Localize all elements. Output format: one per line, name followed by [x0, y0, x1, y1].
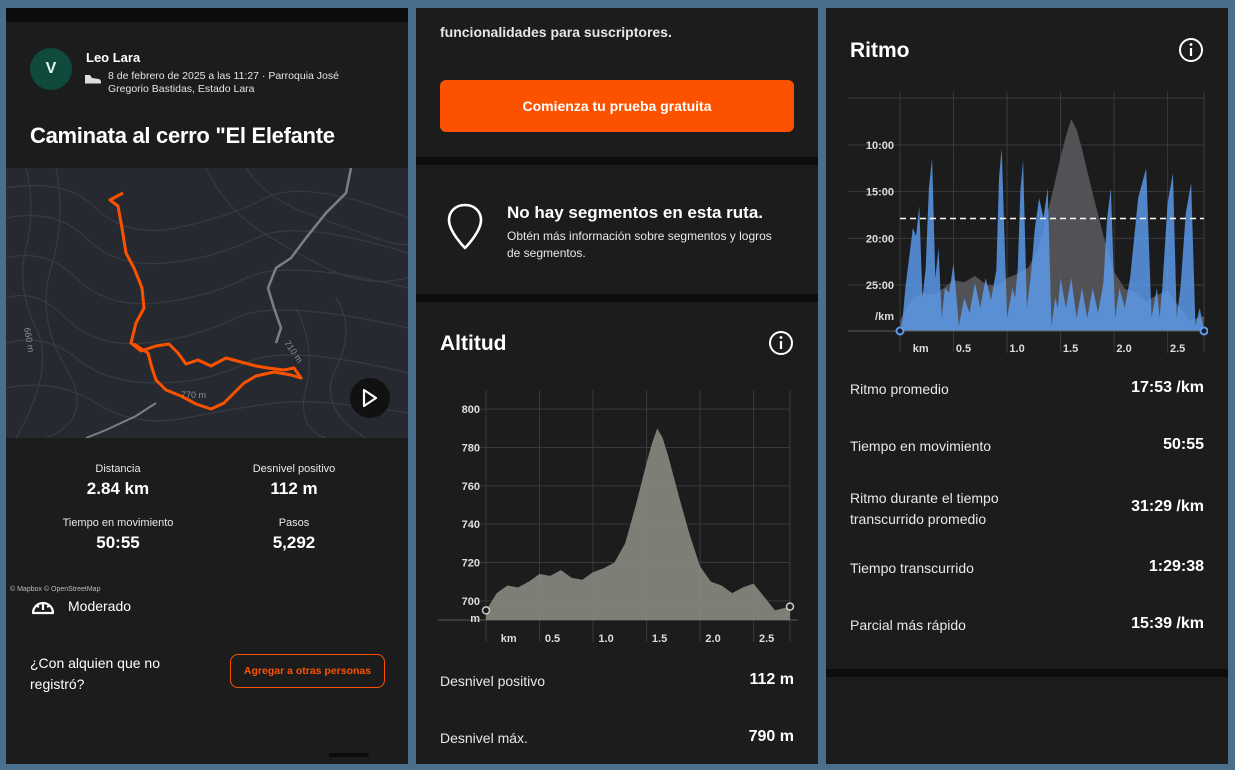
stat-label: Desnivel positivo: [252, 463, 336, 475]
activity-meta: 8 de febrero de 2025 a las 11:27 · Parro…: [108, 70, 339, 95]
stat-label: Pasos: [278, 517, 310, 529]
elevation-chart[interactable]: 800 780 760 740 720 700 m km 0.5 1.0 1.5 2.0 2.5: [438, 382, 798, 642]
difficulty-label: Moderado: [68, 598, 132, 614]
activity-title: Caminata al cerro "El Elefante: [30, 123, 335, 148]
speedometer-icon: [31, 601, 55, 615]
max-elevation-value: 790 m: [748, 728, 794, 745]
y-tick-label: 15:00: [866, 187, 894, 199]
y-unit-label: m: [470, 613, 480, 625]
contour-label: 770 m: [181, 390, 206, 400]
pace-chart[interactable]: 10:00 15:00 20:00 25:00/km km 0.5 1.0 1.5 2.0 2.5: [848, 88, 1208, 358]
fastest-split-value: 15:39 /km: [1131, 615, 1204, 632]
elapsed-time-label: Tiempo transcurrido: [850, 560, 974, 576]
no-segments-title: No hay segmentos en esta ruta.: [507, 203, 764, 222]
elevation-panel: funcionalidades para suscriptores. Comie…: [416, 8, 818, 764]
avatar[interactable]: V: [30, 48, 72, 90]
elevation-title: Altitud: [440, 332, 507, 355]
x-unit-label: km: [913, 343, 929, 355]
contour-label: 660 m: [22, 327, 36, 353]
moving-time-label: Tiempo en movimiento: [850, 438, 992, 454]
y-tick-label: 25:00: [866, 280, 894, 292]
y-tick-label: 780: [462, 443, 480, 455]
contour-label: 710 m: [282, 338, 305, 364]
y-tick-label: 720: [462, 558, 480, 570]
start-marker: [895, 326, 905, 336]
top-bar: [6, 8, 408, 22]
fastest-split-label: Parcial más rápido: [850, 617, 966, 633]
x-tick-label: 1.5: [652, 633, 667, 642]
x-tick-label: 1.0: [1009, 343, 1024, 355]
y-tick-label: 740: [462, 519, 480, 531]
elapsed-time-value: 1:29:38: [1148, 558, 1204, 575]
elapsed-pace-value: 31:29 /km: [1131, 498, 1204, 515]
elevation-silhouette: [900, 119, 1204, 331]
elevation-gain-value: 112 m: [749, 671, 794, 688]
shoe-icon: [85, 75, 101, 84]
map-attribution[interactable]: © Mapbox © OpenStreetMap: [10, 586, 101, 593]
end-marker: [785, 602, 795, 611]
start-trial-button[interactable]: Comienza tu prueba gratuita: [440, 80, 794, 132]
stat-steps: Pasos 5,292: [214, 517, 374, 553]
tag-question: ¿Con alquien que no registró?: [30, 655, 160, 692]
y-tick-label: 760: [462, 481, 480, 493]
route-map[interactable]: 660 m 710 m 770 m © Mapbox © OpenStreetM…: [6, 168, 408, 593]
section-divider: [826, 669, 1228, 677]
section-divider: [416, 157, 818, 165]
elapsed-pace-label: Ritmo durante el tiempo transcurrido pro…: [850, 490, 999, 527]
elevation-area: [486, 428, 790, 620]
y-tick-label: 10:00: [866, 140, 894, 152]
x-tick-label: 2.5: [1170, 343, 1185, 355]
stat-value: 5,292: [272, 533, 316, 552]
start-marker: [481, 606, 491, 615]
athlete-name[interactable]: Leo Lara: [86, 50, 141, 65]
home-indicator: [329, 753, 369, 757]
x-tick-label: 0.5: [545, 633, 560, 642]
stat-label: Tiempo en movimiento: [62, 517, 174, 529]
x-tick-label: 1.0: [598, 633, 613, 642]
avg-pace-value: 17:53 /km: [1131, 379, 1204, 396]
pace-panel: Ritmo 10:00 15:00 20:00 25:00/km km 0.5 1.0 1.5…: [826, 8, 1228, 764]
x-tick-label: 2.5: [759, 633, 774, 642]
stat-value: 112 m: [270, 479, 318, 498]
info-icon[interactable]: [768, 330, 794, 356]
stat-value: 50:55: [96, 533, 140, 552]
stat-elevation-gain: Desnivel positivo 112 m: [214, 463, 374, 499]
y-tick-label: 20:00: [866, 233, 894, 245]
x-tick-label: 1.5: [1063, 343, 1078, 355]
y-unit-label: /km: [875, 311, 894, 323]
x-tick-label: 2.0: [1116, 343, 1131, 355]
add-others-button[interactable]: Agregar a otras personas: [230, 654, 385, 688]
x-tick-label: 2.0: [705, 633, 720, 642]
x-unit-label: km: [501, 633, 517, 642]
pace-title: Ritmo: [850, 39, 910, 62]
activity-panel: V Leo Lara 8 de febrero de 2025 a las 11…: [6, 8, 408, 764]
subscriber-text: funcionalidades para suscriptores.: [440, 24, 672, 40]
play-icon: [362, 388, 378, 408]
activity-route: [108, 191, 303, 411]
y-tick-label: 700: [462, 596, 480, 608]
stat-distance: Distancia 2.84 km: [38, 463, 198, 499]
section-divider: [416, 294, 818, 302]
segments-info-link[interactable]: Obtén más información sobre segmentos y …: [507, 229, 772, 260]
play-flyby-button[interactable]: [350, 378, 390, 418]
y-tick-label: 800: [462, 404, 480, 416]
map-contours: [6, 168, 408, 438]
end-marker: [1199, 326, 1208, 336]
moving-time-value: 50:55: [1163, 436, 1204, 453]
x-tick-label: 0.5: [956, 343, 971, 355]
max-elevation-label: Desnivel máx.: [440, 730, 528, 746]
elevation-gain-label: Desnivel positivo: [440, 673, 546, 689]
pace-area: [900, 148, 1204, 331]
stat-label: Distancia: [95, 463, 141, 475]
stat-value: 2.84 km: [86, 479, 150, 498]
location-pin-icon: [447, 203, 483, 250]
trail-path: [266, 168, 353, 344]
info-icon[interactable]: [1178, 37, 1204, 63]
stat-moving-time: Tiempo en movimiento 50:55: [38, 517, 198, 553]
avg-pace-label: Ritmo promedio: [850, 381, 949, 397]
